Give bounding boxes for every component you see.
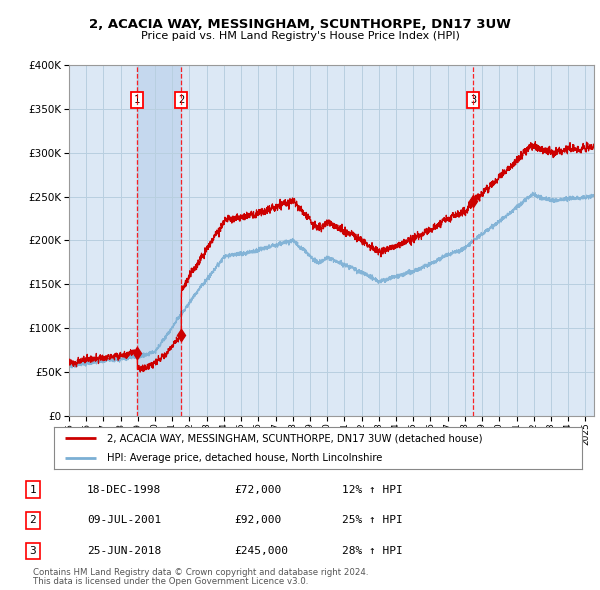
Text: £92,000: £92,000 bbox=[234, 516, 281, 525]
Text: 2: 2 bbox=[29, 516, 37, 525]
Text: This data is licensed under the Open Government Licence v3.0.: This data is licensed under the Open Gov… bbox=[33, 577, 308, 586]
Text: Contains HM Land Registry data © Crown copyright and database right 2024.: Contains HM Land Registry data © Crown c… bbox=[33, 568, 368, 576]
Text: £245,000: £245,000 bbox=[234, 546, 288, 556]
Text: 09-JUL-2001: 09-JUL-2001 bbox=[87, 516, 161, 525]
Text: 2: 2 bbox=[178, 95, 184, 105]
Text: 3: 3 bbox=[29, 546, 37, 556]
Text: 25-JUN-2018: 25-JUN-2018 bbox=[87, 546, 161, 556]
Text: Price paid vs. HM Land Registry's House Price Index (HPI): Price paid vs. HM Land Registry's House … bbox=[140, 31, 460, 41]
Text: 2, ACACIA WAY, MESSINGHAM, SCUNTHORPE, DN17 3UW (detached house): 2, ACACIA WAY, MESSINGHAM, SCUNTHORPE, D… bbox=[107, 433, 482, 443]
Text: 2, ACACIA WAY, MESSINGHAM, SCUNTHORPE, DN17 3UW: 2, ACACIA WAY, MESSINGHAM, SCUNTHORPE, D… bbox=[89, 18, 511, 31]
Text: 1: 1 bbox=[134, 95, 140, 105]
Text: 3: 3 bbox=[470, 95, 476, 105]
Text: 1: 1 bbox=[29, 485, 37, 494]
Bar bbox=[137, 65, 181, 416]
Text: 12% ↑ HPI: 12% ↑ HPI bbox=[342, 485, 403, 494]
Text: 18-DEC-1998: 18-DEC-1998 bbox=[87, 485, 161, 494]
Text: HPI: Average price, detached house, North Lincolnshire: HPI: Average price, detached house, Nort… bbox=[107, 453, 382, 463]
Text: 25% ↑ HPI: 25% ↑ HPI bbox=[342, 516, 403, 525]
Text: £72,000: £72,000 bbox=[234, 485, 281, 494]
Text: 28% ↑ HPI: 28% ↑ HPI bbox=[342, 546, 403, 556]
